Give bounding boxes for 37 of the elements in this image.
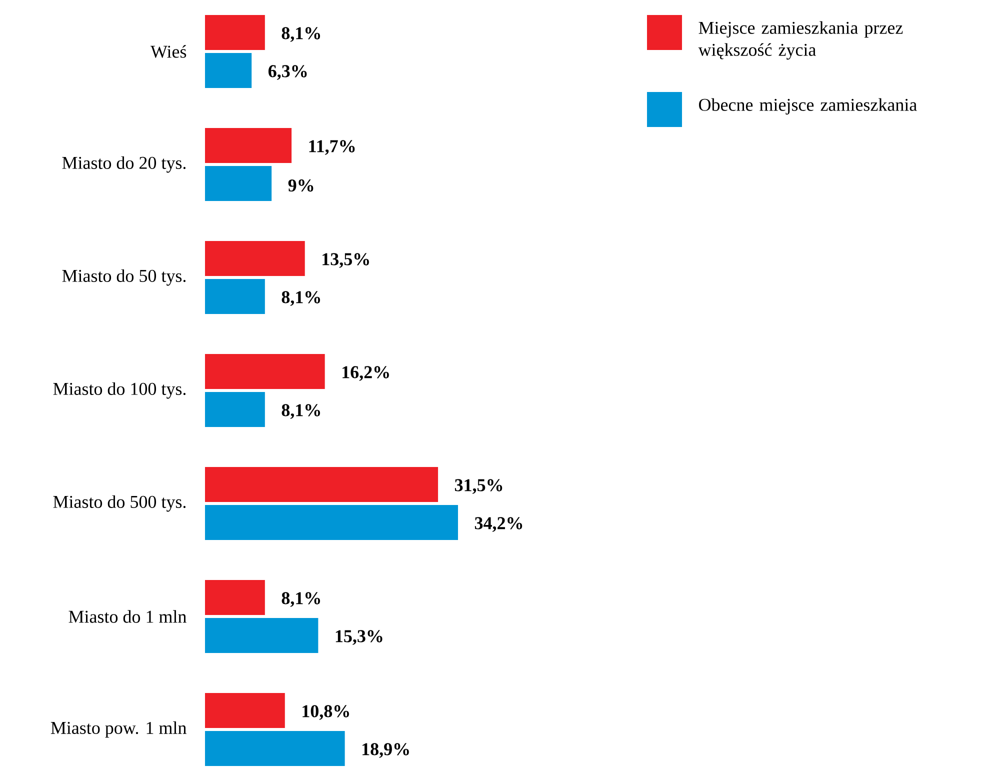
data-label: 6,3% (268, 65, 307, 80)
bar (205, 354, 325, 390)
data-label: 10,8% (302, 705, 349, 720)
data-label: 8,1% (282, 27, 320, 42)
bar (205, 166, 272, 202)
bar (205, 505, 458, 540)
bar (205, 580, 265, 615)
data-label: 16,2% (342, 366, 389, 381)
data-label: 8,1% (282, 291, 320, 306)
y-tick-label: Miasto do 1 mln (68, 610, 186, 623)
legend-label: Miejsce zamieszkania przez większość życia (698, 21, 903, 60)
y-tick-label: Miasto do 500 tys. (53, 495, 186, 512)
y-tick-label: Wieś (150, 45, 186, 58)
data-label: 15,3% (336, 630, 382, 645)
bar (205, 279, 265, 314)
legend-label: Obecne miejsce zamieszkania (699, 98, 917, 115)
bar (205, 692, 285, 728)
data-label: 11,7% (309, 140, 355, 155)
bar (205, 467, 438, 502)
y-tick-label: Miasto pow. 1 mln (50, 721, 186, 738)
data-label: 8,1% (282, 592, 320, 607)
data-label: 8,1% (282, 404, 320, 419)
bar (205, 53, 252, 88)
bar (205, 128, 292, 164)
y-tick-label: Miasto do 50 tys. (62, 269, 186, 286)
y-tick-label: Miasto do 20 tys. (62, 156, 186, 173)
data-label: 31,5% (454, 479, 502, 494)
data-label: 9% (288, 179, 314, 192)
data-label: 18,9% (362, 743, 409, 758)
bar (205, 730, 345, 766)
data-label: 34,2% (474, 517, 522, 532)
bar (205, 392, 265, 428)
bar (205, 618, 318, 653)
y-tick-label: Miasto do 100 tys. (53, 382, 186, 399)
bar (205, 15, 265, 50)
data-label: 13,5% (322, 253, 369, 268)
bar (205, 241, 305, 276)
